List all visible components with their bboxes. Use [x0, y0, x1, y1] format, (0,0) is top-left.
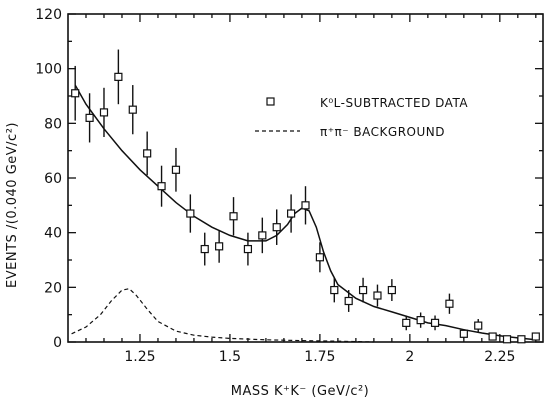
y-tick-label: 60	[44, 171, 62, 187]
data-point	[143, 149, 152, 158]
y-tick-label: 20	[44, 280, 62, 296]
legend-label-background: π⁺π⁻ BACKGROUND	[320, 125, 445, 139]
plot-frame	[67, 13, 544, 343]
data-point	[99, 108, 109, 117]
data-point	[344, 296, 353, 306]
data-point	[128, 105, 137, 114]
data-point	[71, 89, 80, 98]
data-point	[459, 329, 468, 338]
data-point	[287, 209, 296, 218]
data-point	[114, 72, 123, 81]
y-tick-label: 100	[35, 62, 62, 78]
data-point	[373, 291, 382, 300]
data-point	[387, 285, 396, 295]
data-point	[531, 332, 540, 341]
y-tick-label: 40	[44, 226, 62, 242]
x-tick-label: 2	[405, 349, 414, 365]
data-point	[215, 242, 224, 251]
data-point	[315, 253, 324, 262]
y-tick-label: 0	[53, 335, 62, 351]
legend-label-data: K⁰L-SUBTRACTED DATA	[320, 96, 468, 110]
y-tick-label: 120	[35, 7, 62, 23]
x-tick-label: 1.75	[304, 349, 335, 365]
data-point	[517, 335, 526, 344]
data-point	[430, 318, 440, 327]
background-curve	[71, 288, 374, 343]
data-point	[229, 212, 238, 221]
data-point	[258, 231, 267, 240]
data-point	[85, 113, 94, 122]
data-point	[402, 318, 411, 327]
data-point	[243, 244, 253, 254]
data-point	[358, 285, 368, 295]
y-tick-label: 80	[44, 116, 62, 132]
legend-marker-data	[266, 97, 275, 106]
x-tick-label: 1.5	[219, 349, 241, 365]
data-point	[488, 332, 497, 341]
data-point	[272, 223, 281, 232]
x-tick-label: 2.25	[484, 349, 515, 365]
data-point	[157, 182, 166, 191]
x-tick-label: 1.25	[124, 349, 155, 365]
data-point	[200, 244, 209, 254]
data-point	[416, 316, 425, 325]
data-point	[301, 201, 310, 210]
data-point	[502, 335, 512, 344]
data-point	[474, 321, 483, 330]
x-axis-title: MASS K⁺K⁻ (GeV/c²)	[231, 384, 370, 399]
y-axis-title: EVENTS /(0.040 GeV/c²)	[5, 122, 20, 288]
data-point	[171, 165, 181, 174]
data-point	[445, 299, 454, 308]
data-point	[330, 285, 339, 295]
data-point	[186, 209, 195, 218]
